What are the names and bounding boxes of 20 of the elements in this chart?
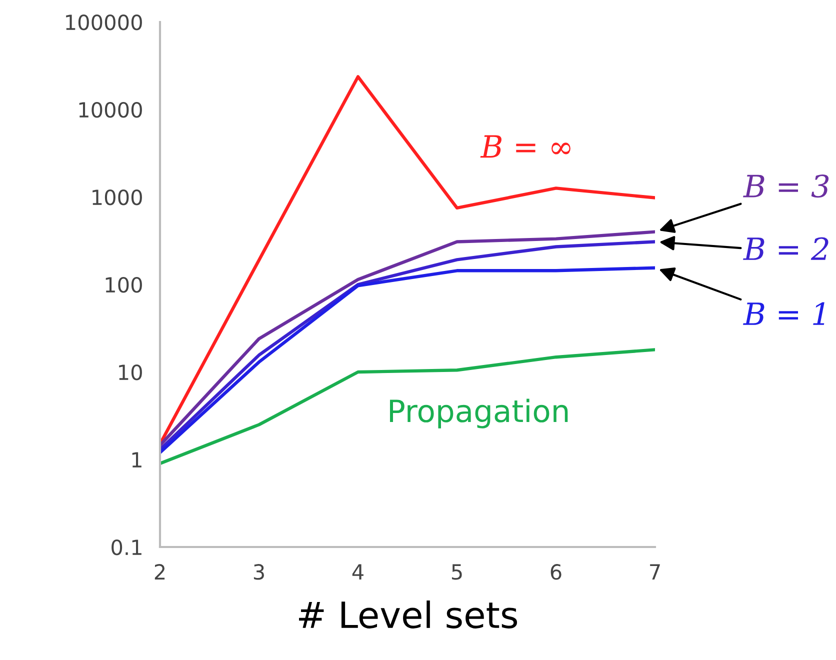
text: B = 2 <box>743 237 828 260</box>
series-label: Propagation <box>390 398 568 428</box>
x-tick-label: 4 <box>352 564 364 580</box>
y-tick-label: 10000 <box>79 102 142 118</box>
x-axis-title: # Level sets <box>299 600 518 628</box>
x-tick-label: 6 <box>550 564 562 580</box>
line-series <box>160 348 655 466</box>
x-tick-label: 2 <box>154 564 165 580</box>
y-tick-label: 1000 <box>92 189 142 206</box>
y-tick-label: 100 <box>106 276 142 293</box>
y-tick-label: 100000 <box>66 14 142 30</box>
x-tick-label: 5 <box>452 564 462 580</box>
y-tick-label: 0.1 <box>112 539 142 556</box>
y-tick-label: 10 <box>119 364 142 380</box>
series-label: B = ∞ <box>480 135 570 158</box>
text: B = 3 <box>743 174 829 198</box>
text: B = 1 <box>743 302 824 325</box>
x-tick-label: 3 <box>254 564 264 580</box>
y-tick-label: 1 <box>132 452 142 468</box>
x-tick-label: 7 <box>650 564 660 580</box>
